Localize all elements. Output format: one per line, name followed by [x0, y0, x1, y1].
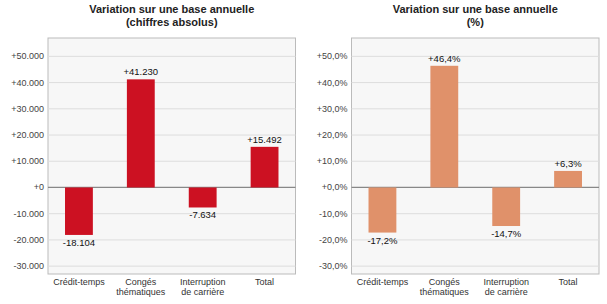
plot-frame — [48, 38, 296, 274]
text-line: Variation sur une base annuelle — [393, 3, 558, 15]
x-tick-label: Interruptionde carrière — [180, 277, 226, 297]
y-tick-label: +0 — [34, 182, 44, 192]
text-line: Variation sur une base annuelle — [89, 3, 254, 15]
data-label: -18.104 — [63, 237, 95, 248]
grid-line — [48, 82, 296, 83]
text-line: thématiques — [420, 287, 470, 297]
grid-line — [48, 56, 296, 57]
y-tick-label: +50,0% — [317, 51, 348, 61]
y-tick-label: -10.000 — [13, 209, 44, 219]
data-label: +6,3% — [554, 158, 582, 169]
bar — [65, 187, 93, 234]
text-line: Congés — [429, 277, 461, 287]
bars — [369, 66, 582, 233]
bar — [492, 187, 520, 226]
text-line: (%) — [467, 16, 484, 28]
y-tick-label: -10,0% — [319, 209, 348, 219]
bar — [430, 66, 458, 188]
grid-line — [352, 135, 600, 136]
bar — [189, 187, 217, 207]
data-label: -14,7% — [491, 228, 522, 239]
text-line: Congés — [125, 277, 157, 287]
y-tick-label: -30,0% — [319, 261, 348, 271]
x-tick-label: Total — [559, 277, 578, 287]
data-label: -7.634 — [189, 209, 216, 220]
data-label: -17,2% — [367, 235, 398, 246]
grid-line — [48, 266, 296, 267]
text-line: de carrière — [485, 287, 528, 297]
y-tick-label: +50.000 — [11, 51, 44, 61]
chart-panel: -30.000 -20.000 -10.000 +0 +10.000 +20.000 +30… — [11, 3, 295, 297]
grid-line — [352, 56, 600, 57]
bar — [127, 79, 155, 187]
text-line: thématiques — [116, 287, 166, 297]
grid-line — [352, 266, 600, 267]
data-label: +15.492 — [247, 134, 282, 145]
text-line: Interruption — [483, 277, 529, 287]
text-line: (chiffres absolus) — [126, 16, 218, 28]
y-tick-label: -20,0% — [319, 235, 348, 245]
x-tick-label: Total — [255, 277, 274, 287]
text-line: Crédit-temps — [53, 277, 105, 287]
y-tick-label: -20.000 — [13, 235, 44, 245]
bar — [554, 171, 582, 188]
plot-frame — [352, 38, 600, 274]
grid-line — [352, 108, 600, 109]
y-tick-label: +30.000 — [11, 104, 44, 114]
y-tick-label: +40.000 — [11, 78, 44, 88]
x-tick-label: Congésthématiques — [420, 277, 470, 297]
text-line: Crédit-temps — [357, 277, 409, 287]
chart-title: Variation sur une base annuelle(%) — [393, 3, 558, 28]
grid-line — [48, 108, 296, 109]
data-label: +46,4% — [428, 53, 461, 64]
x-tick-label: Congésthématiques — [116, 277, 166, 297]
x-tick-label: Crédit-temps — [357, 277, 409, 287]
x-tick-label: Crédit-temps — [53, 277, 105, 287]
data-label: +41.230 — [124, 66, 159, 77]
y-tick-label: +20.000 — [11, 130, 44, 140]
bar — [251, 147, 279, 188]
text-line: de carrière — [181, 287, 224, 297]
y-tick-label: +0,0% — [322, 182, 348, 192]
chart-title: Variation sur une base annuelle(chiffres… — [89, 3, 254, 28]
y-tick-label: +20,0% — [317, 130, 348, 140]
chart-panel: -30,0% -20,0% -10,0% +0,0% +10,0% +20,0% +30,0… — [317, 3, 599, 297]
y-tick-label: +10.000 — [11, 156, 44, 166]
y-tick-label: +10,0% — [317, 156, 348, 166]
x-tick-label: Interruptionde carrière — [483, 277, 529, 297]
y-tick-label: -30.000 — [13, 261, 44, 271]
y-tick-label: +30,0% — [317, 104, 348, 114]
text-line: Interruption — [180, 277, 226, 287]
bar — [369, 187, 397, 232]
y-tick-label: +40,0% — [317, 78, 348, 88]
text-line: Total — [559, 277, 578, 287]
chart-figure: -30.000 -20.000 -10.000 +0 +10.000 +20.000 +30… — [0, 0, 607, 304]
grid-line — [352, 82, 600, 83]
text-line: Total — [255, 277, 274, 287]
bars — [65, 79, 278, 235]
